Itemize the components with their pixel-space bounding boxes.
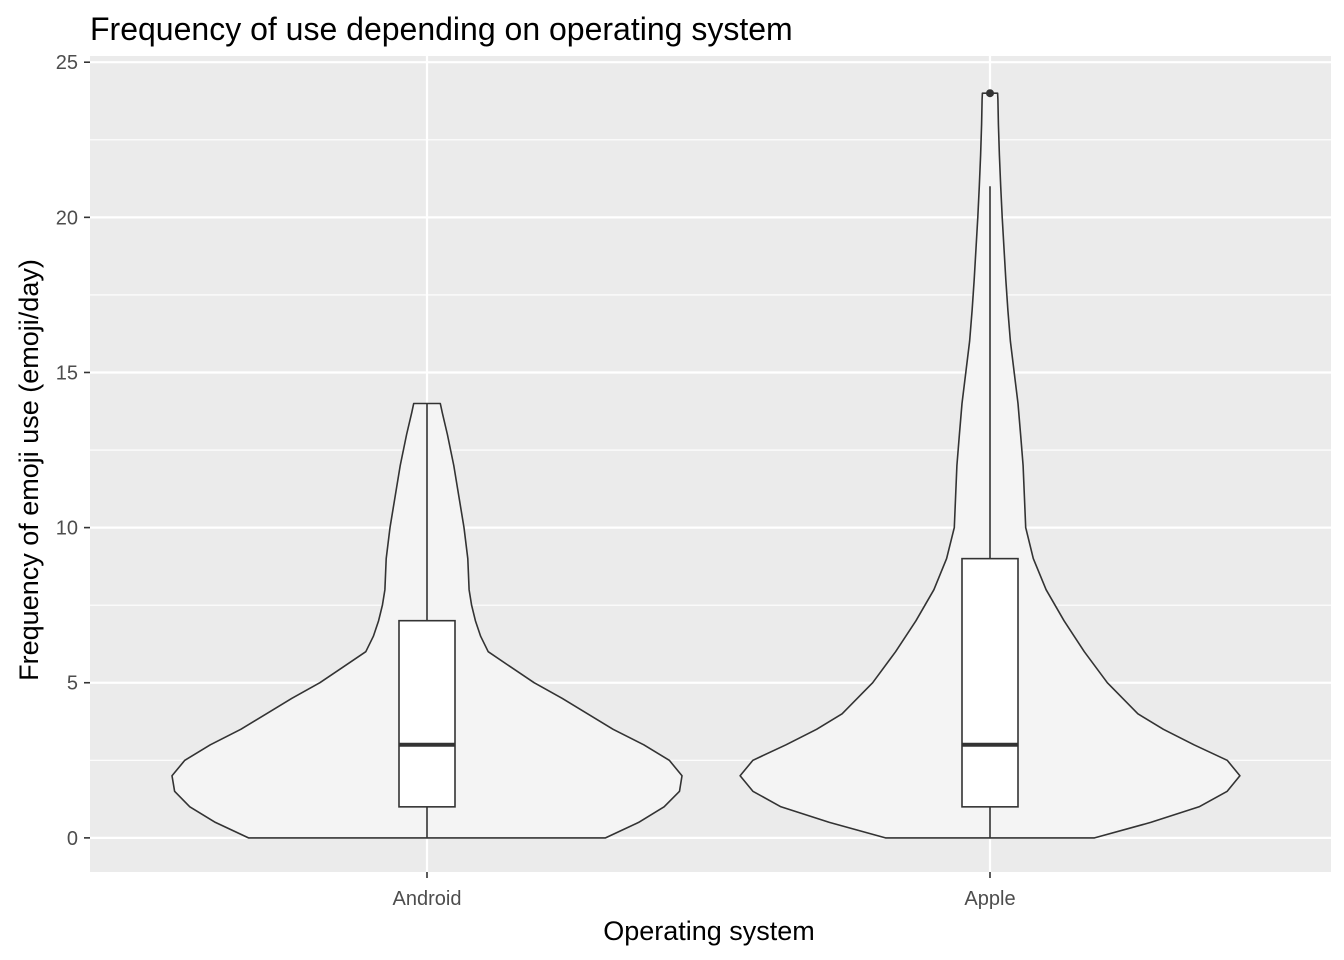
box-iqr [961, 557, 1019, 808]
y-tick-label: 0 [67, 828, 78, 850]
x-tick-label: Android [393, 888, 462, 910]
y-axis-title: Frequency of emoji use (emoji/day) [14, 259, 44, 681]
x-axis-title: Operating system [603, 916, 815, 946]
boxplot-apple [961, 89, 1019, 838]
y-tick-label: 20 [56, 207, 78, 229]
boxplots-layer [398, 89, 1019, 838]
y-tick-label: 25 [56, 52, 78, 74]
x-tick-label: Apple [964, 888, 1015, 910]
boxplot-android [398, 403, 456, 838]
chart-title: Frequency of use depending on operating … [90, 11, 793, 47]
y-axis: 0 5 10 15 20 25 [56, 52, 90, 850]
y-tick-label: 15 [56, 362, 78, 384]
y-tick-label: 5 [67, 673, 78, 695]
outlier-point [986, 89, 994, 98]
box-iqr [398, 619, 456, 808]
y-tick-label: 10 [56, 518, 78, 540]
x-axis: Android Apple [393, 872, 1016, 910]
